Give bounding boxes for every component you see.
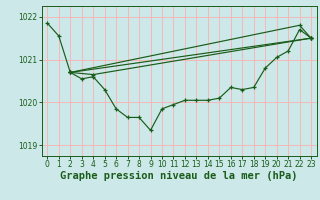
X-axis label: Graphe pression niveau de la mer (hPa): Graphe pression niveau de la mer (hPa) (60, 171, 298, 181)
